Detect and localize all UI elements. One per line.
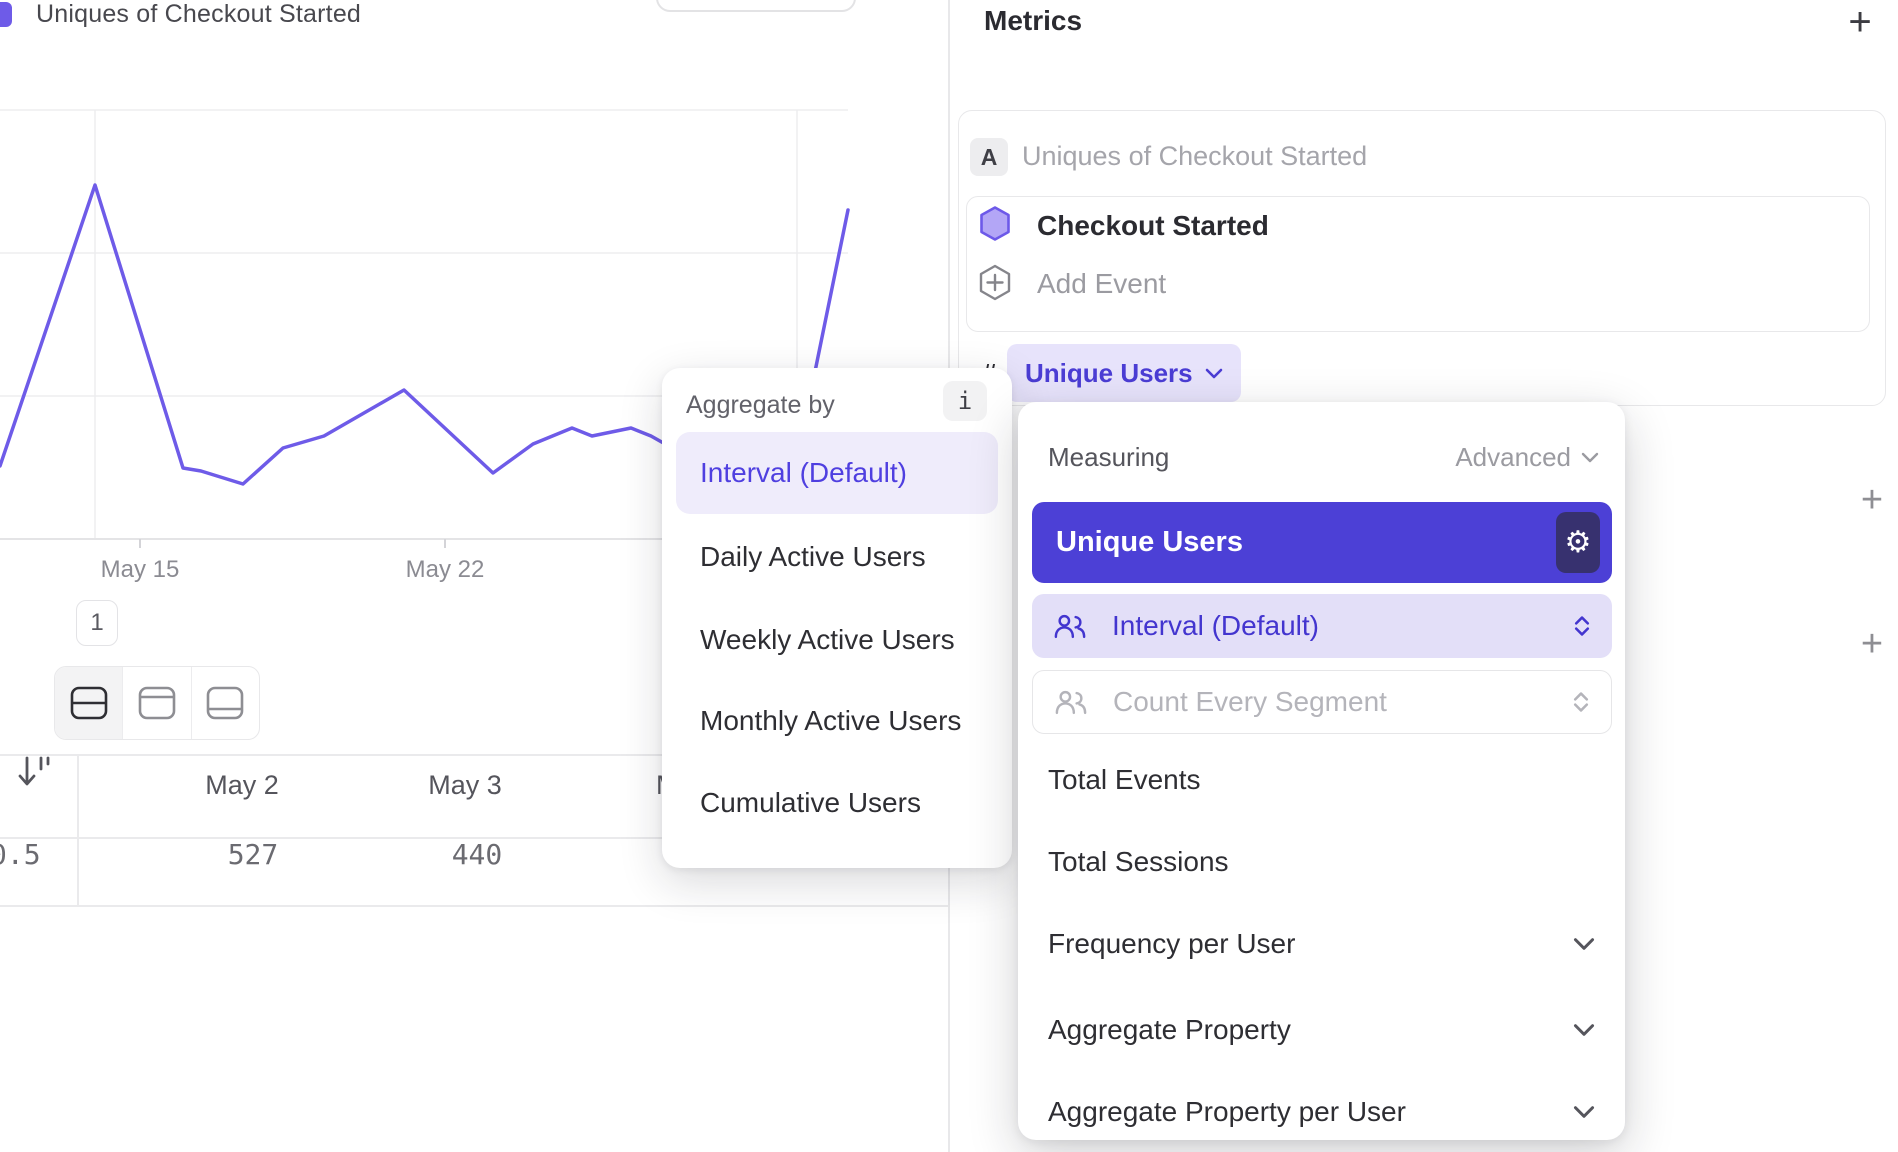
gear-icon[interactable]: ⚙ <box>1556 512 1600 573</box>
split-horizontal-icon <box>70 686 107 720</box>
unique-users-label: Unique Users <box>1056 526 1243 558</box>
measuring-option-total-sessions[interactable]: Total Sessions <box>1048 846 1229 877</box>
metric-letter-badge: A <box>970 138 1008 176</box>
layout-chart-bottom-button[interactable] <box>192 667 259 739</box>
event-list-card <box>966 196 1870 332</box>
chevron-down-icon[interactable] <box>1573 1105 1595 1119</box>
sort-descending-icon[interactable] <box>14 752 58 792</box>
counting-method-label: Unique Users <box>1025 357 1193 388</box>
add-metric-button[interactable]: + <box>1848 0 1872 44</box>
chevron-down-icon <box>1205 368 1222 378</box>
measuring-option-total-events[interactable]: Total Events <box>1048 764 1201 795</box>
add-event-icon[interactable] <box>979 264 1011 301</box>
chevron-down-icon <box>1581 452 1599 463</box>
aggregate-option-monthly[interactable]: Monthly Active Users <box>700 705 962 736</box>
chevron-down-icon[interactable] <box>1573 1023 1595 1037</box>
event-name[interactable]: Checkout Started <box>1037 210 1269 241</box>
measuring-option-aggregate-property[interactable]: Aggregate Property <box>1048 1014 1291 1045</box>
add-breakdown-button[interactable]: + <box>1860 622 1884 665</box>
legend-label[interactable]: Uniques of Checkout Started <box>36 0 362 28</box>
chart-top-icon <box>138 686 176 720</box>
users-icon <box>1055 690 1087 714</box>
counting-method-dropdown[interactable]: Unique Users <box>1007 344 1241 402</box>
table-header-may-2[interactable]: May 2 <box>205 770 279 800</box>
chart-table-layout-toggle <box>54 666 260 740</box>
chart-legend: Uniques of Checkout Started <box>0 0 361 29</box>
table-column-divider <box>77 754 79 906</box>
table-header-may-3[interactable]: May 3 <box>428 770 502 800</box>
chart-gridlines <box>0 109 848 539</box>
table-top-border <box>0 754 948 756</box>
aggregate-option-weekly[interactable]: Weekly Active Users <box>700 624 955 655</box>
table-header-border <box>0 837 948 839</box>
aggregate-by-title: Aggregate by <box>686 391 835 419</box>
chevron-down-icon[interactable] <box>1573 937 1595 951</box>
aggregate-option-cumulative[interactable]: Cumulative Users <box>700 787 921 818</box>
x-axis-ticks <box>139 539 446 548</box>
measuring-option-aggregate-property-per-user[interactable]: Aggregate Property per User <box>1048 1096 1406 1127</box>
add-filter-button[interactable]: + <box>1860 478 1884 521</box>
select-chevrons-icon <box>1573 692 1589 712</box>
event-hexagon-icon <box>980 206 1010 241</box>
chart-bottom-icon <box>207 686 244 720</box>
partial-toolbar-button[interactable] <box>656 0 856 12</box>
select-chevrons-icon <box>1574 616 1590 636</box>
measuring-option-unique-users[interactable]: Unique Users ⚙ <box>1032 502 1612 583</box>
interval-select[interactable]: Interval (Default) <box>1032 594 1612 658</box>
users-icon <box>1054 614 1086 638</box>
series-count-badge[interactable]: 1 <box>76 600 118 646</box>
segment-count-select[interactable]: Count Every Segment <box>1032 670 1612 734</box>
metrics-section-title: Metrics <box>984 5 1083 36</box>
table-cell-may-3: 440 <box>451 838 503 871</box>
x-tick-may-15: May 15 <box>100 556 180 583</box>
table-bottom-border <box>0 905 948 907</box>
aggregate-option-interval[interactable]: Interval (Default) <box>676 432 998 514</box>
add-event-label[interactable]: Add Event <box>1037 268 1167 299</box>
advanced-mode-dropdown[interactable]: Advanced <box>1455 442 1599 473</box>
measuring-option-frequency-per-user[interactable]: Frequency per User <box>1048 928 1296 959</box>
measuring-title: Measuring <box>1048 442 1170 472</box>
interval-select-value: Interval (Default) <box>1112 610 1319 641</box>
table-cell-may-2: 527 <box>227 838 279 871</box>
table-cell-row-label: 0.5 <box>0 838 41 871</box>
aggregate-option-daily[interactable]: Daily Active Users <box>700 541 926 572</box>
measuring-panel: Measuring Advanced Unique Users ⚙ Interv… <box>1018 402 1625 1140</box>
info-icon[interactable]: i <box>943 381 987 421</box>
advanced-label: Advanced <box>1455 442 1571 472</box>
segment-count-value: Count Every Segment <box>1113 686 1387 717</box>
layout-chart-top-button[interactable] <box>123 667 192 739</box>
layout-split-horizontal-button[interactable] <box>55 667 124 739</box>
x-tick-may-22: May 22 <box>405 556 485 583</box>
aggregate-by-popup: Aggregate by i Interval (Default) Daily … <box>662 368 1012 868</box>
legend-color-swatch <box>0 2 12 27</box>
metric-name-placeholder[interactable]: Uniques of Checkout Started <box>1022 141 1368 171</box>
